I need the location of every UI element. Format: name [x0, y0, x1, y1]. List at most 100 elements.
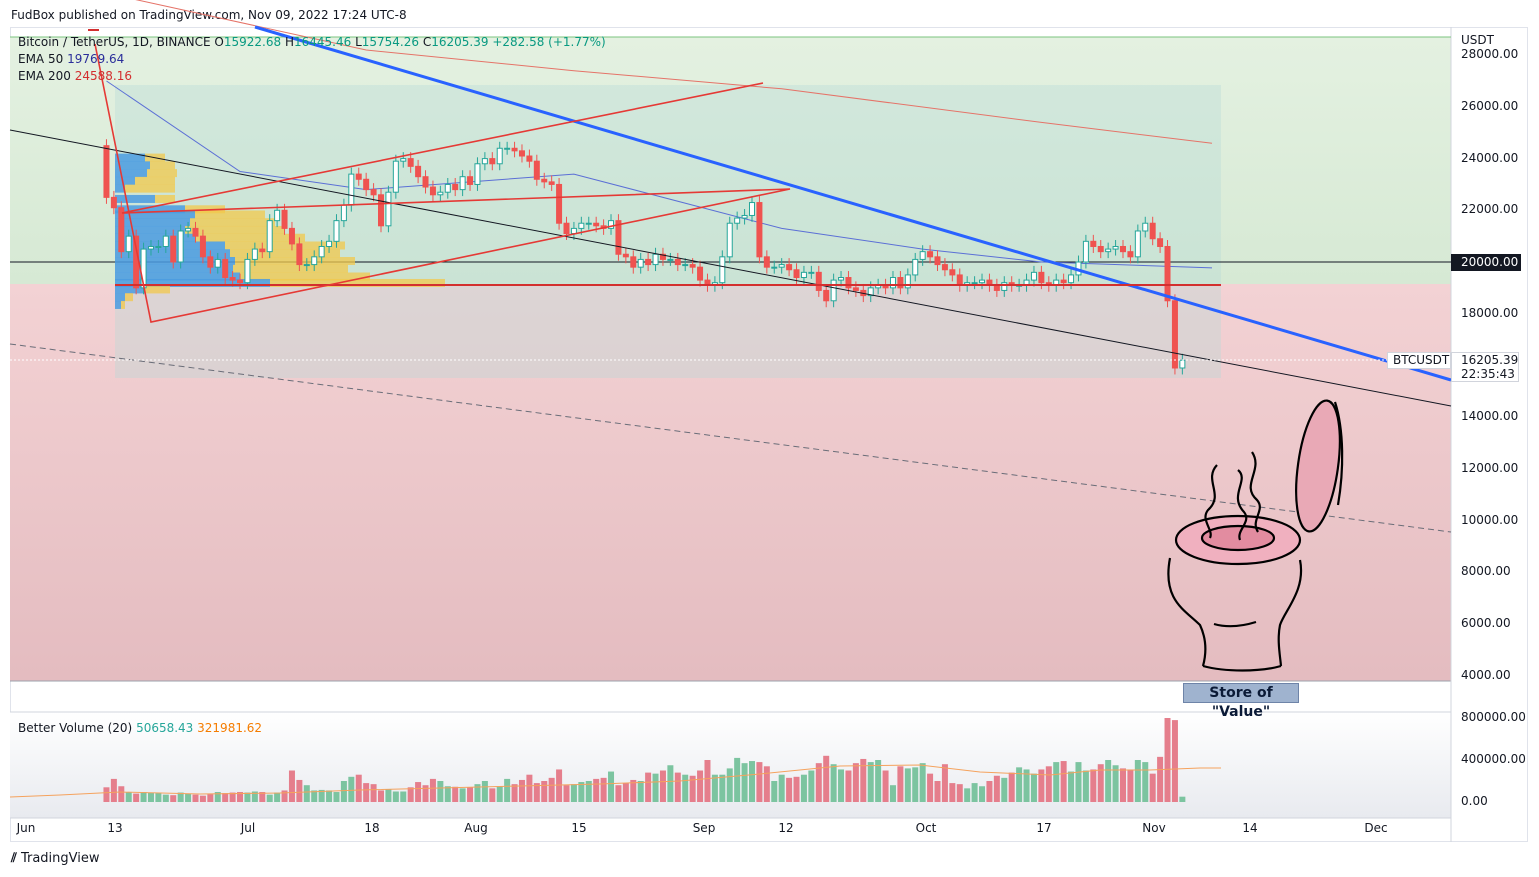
- volume-bar: [860, 758, 867, 802]
- volume-bar: [1179, 796, 1186, 802]
- legend-volume-v2: 321981.62: [197, 721, 263, 735]
- volume-bar: [177, 792, 184, 802]
- candle-body: [956, 274, 963, 286]
- candle-body: [556, 183, 563, 224]
- volume-bar: [541, 781, 548, 802]
- price-tick: 6000.00: [1461, 615, 1511, 630]
- candle-body: [392, 160, 399, 193]
- volume-bar: [1075, 762, 1082, 802]
- candle-body: [1142, 222, 1149, 232]
- volume-bar: [422, 785, 429, 802]
- volume-bar: [867, 762, 874, 802]
- volume-bar: [704, 760, 711, 802]
- candle-body: [1060, 279, 1067, 284]
- volume-profile-bar: [115, 225, 185, 234]
- dashed-trendline[interactable]: [9, 343, 1452, 533]
- volume-bar: [608, 771, 615, 802]
- candle-body: [229, 277, 236, 281]
- candle-body: [1164, 245, 1171, 302]
- volume-bar: [578, 782, 585, 802]
- last-price-tag: 16205.39 22:35:43: [1451, 352, 1519, 382]
- candle-body: [422, 176, 429, 188]
- volume-bar: [570, 784, 577, 802]
- candle-body: [511, 147, 518, 152]
- ema50-line: [106, 80, 1213, 269]
- price-tick: 18000.00: [1461, 305, 1519, 320]
- symbol-tag: BTCUSDT: [1387, 352, 1451, 369]
- candle-body: [1120, 245, 1126, 253]
- candle-body: [786, 264, 793, 271]
- store-of-value-label[interactable]: Store of "Value": [1183, 683, 1299, 720]
- blue-downtrend-line[interactable]: [254, 25, 1452, 382]
- volume-bar: [927, 773, 934, 802]
- date-tick: Dec: [1364, 821, 1388, 835]
- volume-bar: [1068, 771, 1075, 802]
- candle-body: [518, 150, 525, 157]
- legend-l-label: L: [355, 35, 362, 49]
- volume-bar: [170, 795, 177, 802]
- volume-bar: [838, 769, 845, 802]
- volume-bar: [207, 794, 214, 802]
- volume-bar: [459, 788, 466, 802]
- tradingview-logo[interactable]: ⫽ TradingView: [11, 851, 100, 866]
- volume-bar: [1105, 760, 1112, 802]
- volume-bar: [288, 770, 295, 802]
- volume-bar: [363, 783, 370, 802]
- candle-body: [467, 176, 474, 185]
- candle-body: [1068, 274, 1075, 284]
- candle-body: [1030, 271, 1037, 281]
- volume-bar: [1171, 720, 1178, 802]
- volume-bar: [734, 757, 741, 802]
- volume-bar: [125, 792, 132, 802]
- candle-body: [852, 287, 859, 291]
- volume-bar: [659, 770, 666, 802]
- candle-body: [563, 222, 570, 235]
- volume-profile-bar: [115, 169, 147, 178]
- legend-ema50-row: EMA 50 19769.64: [18, 52, 124, 66]
- volume-profile-bar: [115, 176, 135, 185]
- volume-bar: [1149, 773, 1156, 802]
- volume-profile-bar: [230, 249, 340, 258]
- candle-body: [355, 173, 362, 180]
- volume-bar: [400, 791, 407, 802]
- legend-volume-label: Better Volume (20): [18, 721, 133, 735]
- volume-bar: [1030, 773, 1037, 802]
- volume-bar: [1038, 769, 1045, 802]
- volume-bar: [355, 774, 362, 802]
- volume-bar: [674, 772, 681, 802]
- candle-body: [904, 274, 911, 289]
- candle-body: [674, 258, 681, 266]
- volume-bar: [875, 760, 882, 802]
- volume-profile-bar: [115, 285, 145, 294]
- volume-bar: [726, 768, 733, 802]
- candle-body: [749, 202, 755, 216]
- volume-bar: [904, 768, 911, 802]
- candle-body: [170, 235, 177, 263]
- volume-profile-bar: [115, 184, 125, 193]
- candle-body: [429, 186, 436, 196]
- tradingview-brand: TradingView: [20, 851, 100, 866]
- volume-bar: [244, 792, 251, 802]
- candle-body: [682, 264, 689, 267]
- volume-bar: [800, 774, 807, 802]
- candle-body: [259, 248, 266, 253]
- candle-body: [533, 160, 540, 180]
- date-tick: 12: [778, 821, 794, 835]
- volume-profile-bar: [115, 205, 185, 214]
- volume-bar: [585, 781, 592, 802]
- candle-body: [251, 248, 258, 260]
- volume-bar: [1008, 772, 1015, 802]
- volume-bar: [348, 776, 355, 802]
- candle-body: [504, 147, 511, 150]
- red-channel[interactable]: [94, 43, 791, 323]
- candle-body: [1090, 240, 1097, 247]
- volume-bar: [147, 792, 154, 802]
- candle-body: [622, 253, 629, 258]
- volume-profile-bar: [190, 218, 275, 227]
- legend-ema200-row: EMA 200 24588.16: [18, 69, 132, 83]
- date-tick: 14: [1242, 821, 1258, 835]
- last-price-value: 16205.39: [1461, 353, 1519, 367]
- volume-bar: [912, 767, 919, 802]
- price-tick: 4000.00: [1461, 667, 1511, 682]
